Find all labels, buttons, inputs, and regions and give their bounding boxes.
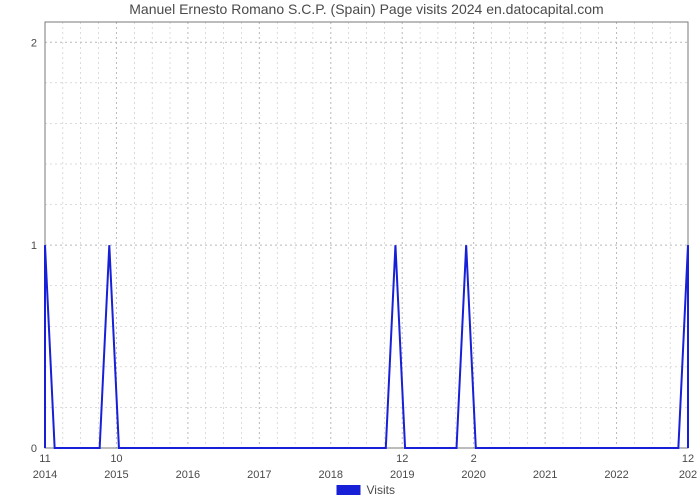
x-secondary-label: 2: [471, 453, 477, 465]
x-secondary-label: 12: [682, 453, 694, 465]
y-tick-label: 0: [31, 443, 37, 455]
x-secondary-label: 10: [110, 453, 122, 465]
x-tick-label: 2019: [390, 469, 414, 481]
x-tick-label: 2022: [604, 469, 628, 481]
y-tick-label: 2: [31, 37, 37, 49]
x-tick-label: 202: [679, 469, 697, 481]
x-tick-label: 2016: [176, 469, 200, 481]
x-tick-label: 2020: [461, 469, 485, 481]
plot-border: [45, 22, 688, 448]
legend-swatch: [337, 485, 361, 495]
x-tick-label: 2017: [247, 469, 271, 481]
x-secondary-label: 11: [39, 453, 50, 465]
chart-title: Manuel Ernesto Romano S.C.P. (Spain) Pag…: [129, 1, 603, 17]
y-tick-label: 1: [31, 240, 37, 252]
visits-chart: Manuel Ernesto Romano S.C.P. (Spain) Pag…: [0, 0, 700, 500]
x-tick-label: 2014: [33, 469, 57, 481]
legend-label: Visits: [367, 483, 395, 497]
x-tick-label: 2021: [533, 469, 557, 481]
x-tick-label: 2015: [104, 469, 128, 481]
x-tick-label: 2018: [319, 469, 343, 481]
x-secondary-label: 12: [396, 453, 408, 465]
